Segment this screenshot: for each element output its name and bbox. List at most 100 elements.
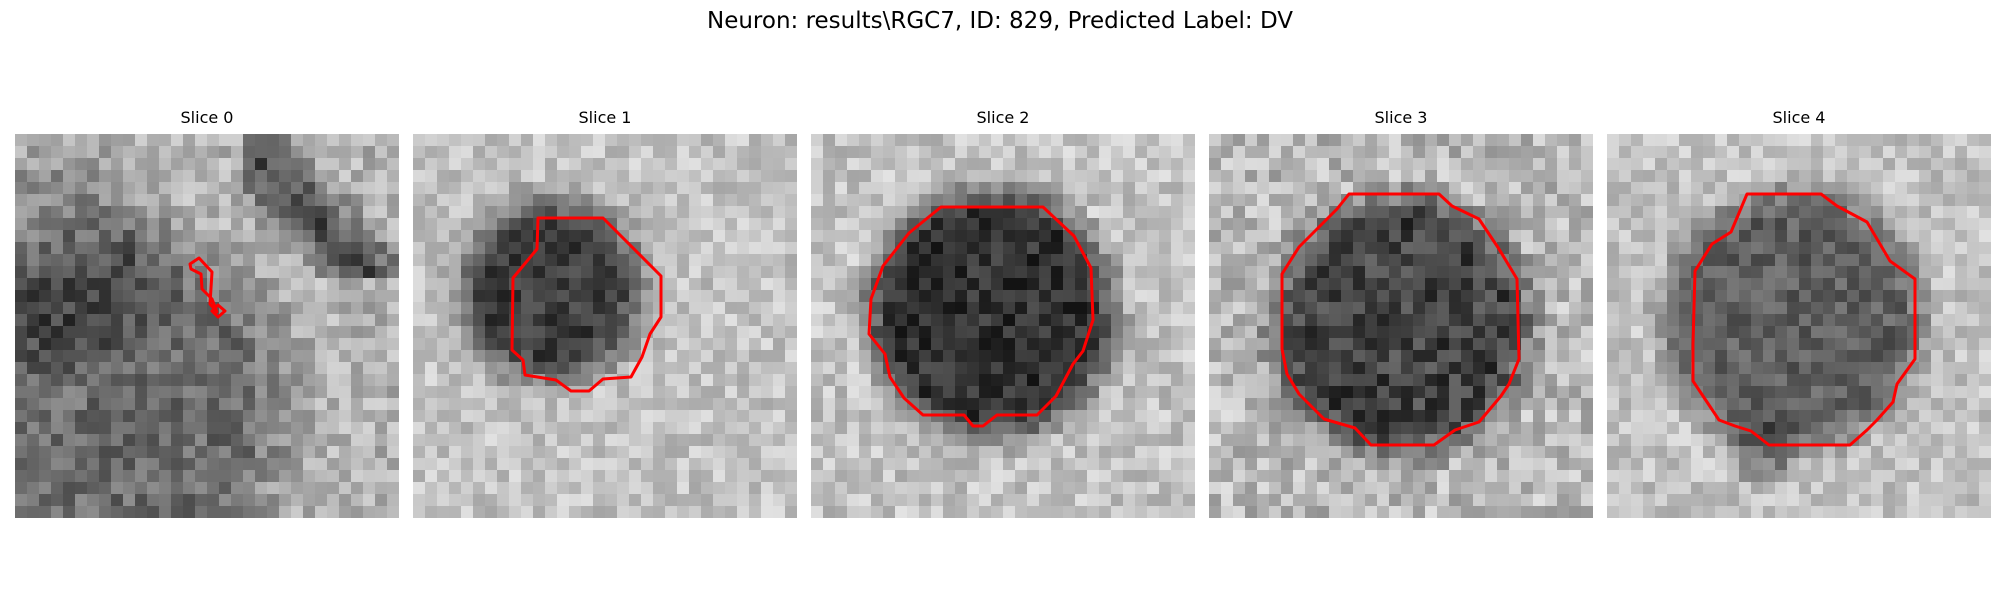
image-pixel — [147, 398, 159, 410]
image-pixel — [219, 218, 231, 230]
image-pixel — [653, 194, 665, 206]
image-pixel — [1305, 182, 1317, 194]
image-pixel — [1557, 470, 1569, 482]
image-pixel — [1631, 434, 1643, 446]
image-pixel — [1305, 470, 1317, 482]
image-pixel — [1015, 218, 1027, 230]
image-pixel — [1533, 446, 1545, 458]
image-pixel — [1159, 278, 1171, 290]
image-pixel — [123, 206, 135, 218]
image-pixel — [1859, 230, 1871, 242]
image-pixel — [871, 458, 883, 470]
image-pixel — [1183, 398, 1195, 410]
image-pixel — [1159, 326, 1171, 338]
image-pixel — [1943, 362, 1955, 374]
image-pixel — [63, 506, 75, 518]
image-pixel — [919, 254, 931, 266]
image-pixel — [1147, 254, 1159, 266]
image-pixel — [15, 362, 27, 374]
image-pixel — [39, 506, 51, 518]
image-pixel — [641, 278, 653, 290]
image-pixel — [823, 206, 835, 218]
image-pixel — [665, 182, 677, 194]
image-pixel — [267, 446, 279, 458]
image-pixel — [1257, 266, 1269, 278]
image-pixel — [1111, 158, 1123, 170]
image-pixel — [725, 242, 737, 254]
image-pixel — [1521, 254, 1533, 266]
image-pixel — [1305, 458, 1317, 470]
image-pixel — [593, 422, 605, 434]
image-pixel — [195, 302, 207, 314]
image-pixel — [1209, 218, 1221, 230]
image-pixel — [653, 494, 665, 506]
image-pixel — [1111, 374, 1123, 386]
image-pixel — [99, 338, 111, 350]
image-pixel — [1353, 386, 1365, 398]
image-pixel — [701, 266, 713, 278]
image-pixel — [1305, 278, 1317, 290]
image-pixel — [1787, 338, 1799, 350]
image-pixel — [99, 242, 111, 254]
image-pixel — [1569, 254, 1581, 266]
image-pixel — [1787, 362, 1799, 374]
image-pixel — [1545, 254, 1557, 266]
image-pixel — [1377, 218, 1389, 230]
image-pixel — [1533, 350, 1545, 362]
image-pixel — [689, 134, 701, 146]
image-pixel — [1775, 158, 1787, 170]
image-pixel — [243, 374, 255, 386]
image-pixel — [677, 302, 689, 314]
image-pixel — [303, 422, 315, 434]
image-pixel — [1425, 458, 1437, 470]
image-pixel — [1329, 314, 1341, 326]
image-pixel — [1329, 338, 1341, 350]
image-pixel — [1015, 134, 1027, 146]
image-pixel — [147, 230, 159, 242]
image-pixel — [871, 254, 883, 266]
image-pixel — [895, 494, 907, 506]
image-pixel — [339, 350, 351, 362]
image-pixel — [773, 350, 785, 362]
image-pixel — [375, 458, 387, 470]
image-pixel — [509, 230, 521, 242]
image-pixel — [665, 506, 677, 518]
image-pixel — [1521, 242, 1533, 254]
image-pixel — [231, 278, 243, 290]
image-pixel — [1569, 218, 1581, 230]
image-pixel — [485, 410, 497, 422]
image-pixel — [111, 446, 123, 458]
image-pixel — [1545, 374, 1557, 386]
image-pixel — [99, 254, 111, 266]
image-pixel — [1365, 374, 1377, 386]
image-pixel — [1883, 194, 1895, 206]
image-pixel — [1871, 218, 1883, 230]
image-pixel — [1171, 158, 1183, 170]
image-pixel — [387, 254, 399, 266]
image-pixel — [581, 410, 593, 422]
image-pixel — [1847, 398, 1859, 410]
image-pixel — [473, 326, 485, 338]
image-pixel — [653, 302, 665, 314]
image-pixel — [1979, 134, 1991, 146]
image-pixel — [859, 470, 871, 482]
image-pixel — [27, 314, 39, 326]
image-pixel — [1509, 158, 1521, 170]
image-pixel — [581, 422, 593, 434]
image-pixel — [1437, 506, 1449, 518]
image-pixel — [1171, 422, 1183, 434]
image-pixel — [339, 170, 351, 182]
image-pixel — [1437, 494, 1449, 506]
image-pixel — [1907, 338, 1919, 350]
image-pixel — [895, 482, 907, 494]
image-pixel — [1425, 422, 1437, 434]
image-pixel — [1389, 410, 1401, 422]
image-pixel — [1859, 386, 1871, 398]
image-pixel — [1233, 410, 1245, 422]
image-pixel — [895, 194, 907, 206]
image-pixel — [183, 482, 195, 494]
image-pixel — [593, 194, 605, 206]
image-pixel — [979, 374, 991, 386]
image-pixel — [1111, 254, 1123, 266]
image-pixel — [1691, 230, 1703, 242]
